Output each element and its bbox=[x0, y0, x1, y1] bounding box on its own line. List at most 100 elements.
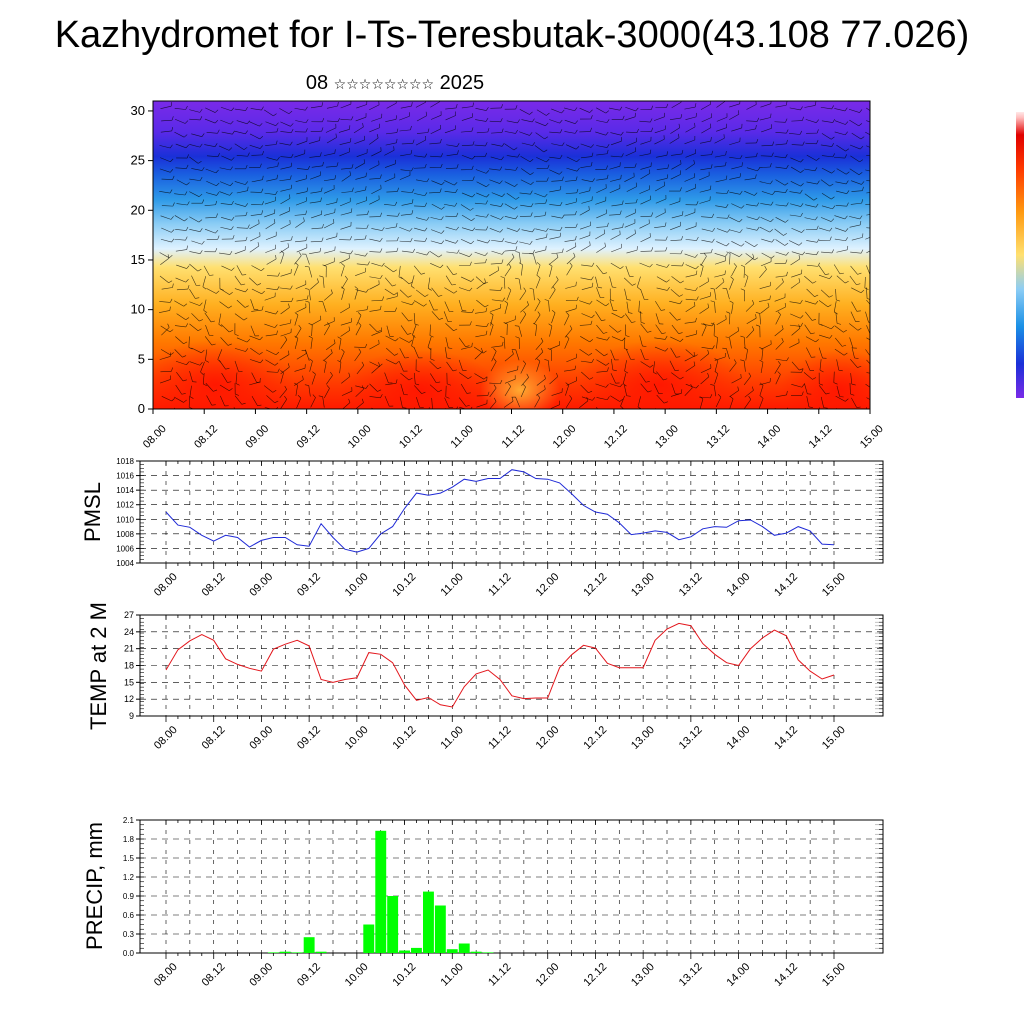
wind-barb-flag bbox=[196, 417, 200, 418]
wind-barb bbox=[174, 193, 186, 196]
wind-barb-flag bbox=[185, 317, 190, 321]
wind-barb-flag bbox=[619, 210, 622, 215]
wind-barb bbox=[595, 348, 605, 357]
wind-barb-flag bbox=[559, 129, 563, 134]
wind-barb bbox=[189, 323, 199, 331]
wind-barb bbox=[595, 311, 602, 321]
wind-barb bbox=[340, 265, 345, 277]
wind-barb bbox=[685, 163, 695, 171]
wind-barb-flag bbox=[555, 276, 559, 280]
wind-barb bbox=[445, 115, 456, 121]
wind-barb-flag bbox=[607, 222, 609, 227]
wind-barb-flag bbox=[497, 266, 499, 271]
wind-barb-flag bbox=[456, 143, 460, 147]
wind-barb-flag bbox=[202, 286, 207, 290]
wind-barb bbox=[400, 169, 412, 172]
wind-barb-flag bbox=[756, 202, 760, 207]
wind-barb bbox=[790, 313, 801, 319]
wind-barb-flag bbox=[666, 174, 669, 179]
wind-barb bbox=[866, 372, 870, 374]
wind-barb bbox=[731, 203, 742, 209]
wind-barb bbox=[624, 313, 632, 323]
wind-barb-flag bbox=[786, 357, 789, 362]
wind-barb-flag bbox=[199, 319, 204, 322]
wind-barb bbox=[250, 213, 262, 216]
wind-barb-flag bbox=[397, 410, 400, 413]
wind-barb-flag bbox=[837, 323, 842, 325]
wind-barb-flag bbox=[877, 153, 879, 156]
wind-barb bbox=[700, 252, 712, 254]
wind-barb-flag bbox=[428, 418, 431, 420]
wind-barb bbox=[322, 276, 325, 288]
wind-barb-flag bbox=[437, 366, 442, 370]
wind-barb-flag bbox=[530, 172, 534, 175]
wind-barb-flag bbox=[487, 128, 490, 133]
wind-barb-flag bbox=[427, 128, 430, 133]
wind-barb-flag bbox=[241, 283, 246, 286]
wind-barb bbox=[520, 386, 526, 398]
wind-barb bbox=[566, 246, 577, 253]
wind-barb-flag bbox=[754, 244, 758, 247]
wind-barb bbox=[804, 275, 813, 284]
wind-barb bbox=[818, 300, 829, 308]
wind-barb bbox=[743, 337, 746, 349]
wind-barb bbox=[596, 226, 608, 228]
wind-barb bbox=[458, 397, 467, 407]
x-tick-label: 09.00 bbox=[247, 724, 275, 752]
wind-barb bbox=[264, 213, 275, 218]
wind-barb bbox=[295, 120, 307, 124]
wind-barb-flag bbox=[798, 255, 801, 260]
wind-barb bbox=[820, 179, 831, 187]
wind-barb bbox=[159, 408, 161, 409]
wind-barb bbox=[504, 386, 511, 397]
wind-barb-flag bbox=[649, 364, 654, 368]
wind-barb-flag bbox=[546, 158, 550, 163]
wind-barb bbox=[625, 202, 637, 204]
wind-barb-flag bbox=[666, 103, 669, 108]
wind-barb bbox=[295, 200, 307, 206]
x-tick-label: 09.00 bbox=[247, 571, 275, 599]
wind-barb-flag bbox=[486, 322, 489, 327]
wind-barb-flag bbox=[694, 254, 698, 258]
wind-barb bbox=[189, 251, 201, 254]
wind-barb-flag bbox=[326, 385, 330, 389]
wind-barb bbox=[206, 132, 218, 134]
wind-barb-flag bbox=[725, 203, 729, 208]
wind-barb bbox=[266, 166, 278, 169]
wind-barb bbox=[656, 167, 668, 170]
wind-barb-flag bbox=[694, 414, 697, 416]
wind-barb-flag bbox=[294, 312, 299, 316]
wind-barb bbox=[625, 106, 636, 112]
x-tick-label: 12.00 bbox=[534, 571, 562, 599]
wind-barb-flag bbox=[755, 152, 758, 157]
wind-barb-flag bbox=[816, 157, 820, 161]
wind-barb-flag bbox=[259, 163, 262, 168]
wind-barb-flag bbox=[411, 285, 415, 289]
wind-barb-flag bbox=[845, 148, 850, 152]
wind-barb-flag bbox=[203, 383, 207, 387]
wind-barb bbox=[761, 145, 773, 147]
wind-barb-flag bbox=[590, 127, 592, 132]
wind-barb bbox=[458, 359, 463, 371]
wind-barb-flag bbox=[576, 188, 579, 193]
wind-barb bbox=[790, 181, 801, 187]
wind-barb-flag bbox=[589, 339, 594, 343]
wind-barb bbox=[206, 288, 217, 294]
wind-barb-flag bbox=[591, 152, 594, 157]
wind-barb-flag bbox=[679, 376, 684, 380]
wind-barb-flag bbox=[560, 226, 563, 231]
wind-barb bbox=[490, 215, 501, 220]
wind-barb-flag bbox=[726, 243, 730, 247]
wind-barb-flag bbox=[412, 248, 416, 253]
wind-barb bbox=[715, 281, 725, 290]
wind-barb bbox=[341, 390, 353, 396]
wind-barb-flag bbox=[647, 330, 652, 333]
wind-barb bbox=[474, 251, 486, 257]
wind-barb-flag bbox=[306, 187, 308, 192]
wind-barb bbox=[430, 373, 437, 383]
wind-barb bbox=[564, 315, 570, 326]
wind-barb bbox=[236, 227, 248, 229]
wind-barb-flag bbox=[877, 122, 880, 125]
pmsl-y-label: PMSL bbox=[80, 482, 105, 542]
wind-barb-flag bbox=[229, 388, 233, 392]
